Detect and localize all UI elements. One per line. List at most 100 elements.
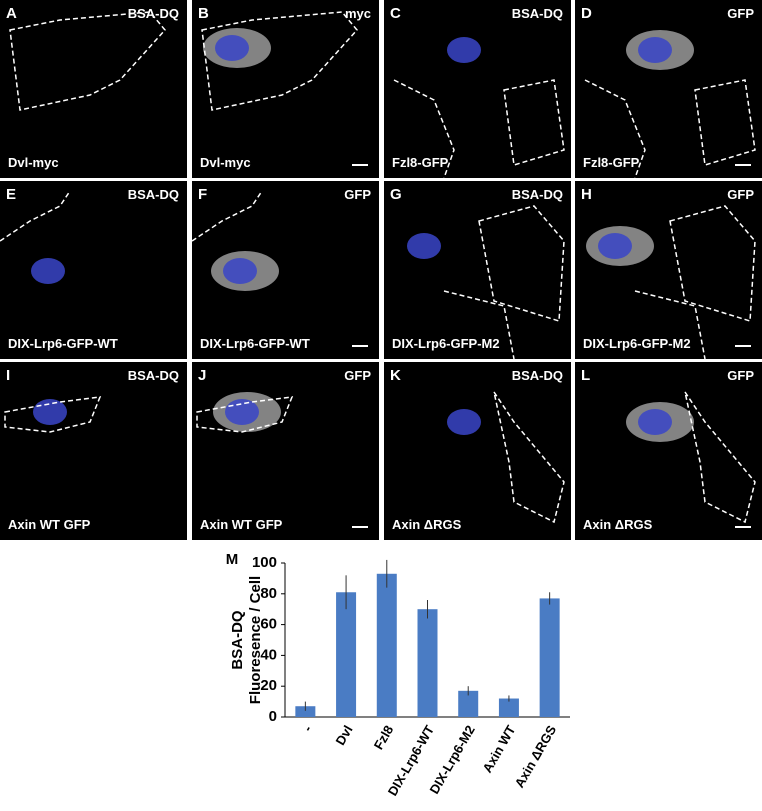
stain-label: BSA-DQ [127,6,179,21]
x-tick-label: - [300,723,315,734]
micrograph-panel: A BSA-DQ Dvl-myc [0,0,187,178]
construct-label: Fzl8-GFP [392,155,449,170]
micrograph [4,396,102,433]
x-tick-label: Axin WT [480,723,519,776]
nucleus [447,37,481,63]
micrograph-panel: H GFP DIX-Lrp6-GFP-M2 [575,181,762,359]
micrograph-panel: J GFP Axin WT GFP [192,362,379,540]
stain-label: GFP [727,368,754,383]
y-tick-label: 0 [269,708,277,725]
cell-outline [4,396,102,433]
cell-outline [196,396,294,433]
bar [539,598,560,717]
panel-letter: A [6,5,17,22]
micrograph-panel: G BSA-DQ DIX-Lrp6-GFP-M2 [384,181,571,359]
bar [376,573,397,717]
y-tick-label: 60 [260,616,277,633]
construct-label: Axin WT GFP [200,517,283,532]
construct-label: Axin WT GFP [8,517,91,532]
micrograph-panel: I BSA-DQ Axin WT GFP [0,362,187,540]
construct-label: DIX-Lrp6-GFP-M2 [583,336,691,351]
stain-label: BSA-DQ [127,187,179,202]
micrograph [447,391,565,524]
stain-label: BSA-DQ [511,187,563,202]
x-tick-label: Fzl8 [371,723,397,752]
panel-letter: J [198,367,207,384]
stain-label: BSA-DQ [511,6,563,21]
y-tick-label: 40 [260,646,277,663]
stain-label: GFP [727,6,754,21]
panel-letter: E [6,186,17,203]
micrograph [407,205,565,359]
micrograph-panel: D GFP Fzl8-GFP [575,0,762,178]
y-tick-label: 100 [252,554,277,571]
nucleus [215,35,249,61]
panel-letter: K [390,367,401,384]
micrograph [584,30,756,178]
cell-outline [0,190,71,242]
bar [336,592,357,717]
micrograph-panel: E BSA-DQ DIX-Lrp6-GFP-WT [0,181,187,359]
stain-label: GFP [344,187,371,202]
micrograph [586,205,756,359]
micrograph-panel: F GFP DIX-Lrp6-GFP-WT [192,181,379,359]
panel-letter: I [6,367,11,384]
stain-label: BSA-DQ [127,368,179,383]
micrograph [196,392,368,528]
cell-outline [493,391,565,524]
cell-outline [684,391,756,524]
nucleus [638,37,672,63]
y-axis-label: Fluoresence / Cell [247,576,264,704]
micrograph [9,11,166,111]
cell-outline [9,11,166,111]
panel-letter: C [390,5,401,22]
panel-letter: B [198,5,209,22]
nucleus [225,399,259,425]
micrograph [393,37,565,178]
construct-label: Dvl-myc [200,155,251,170]
panel-letter: H [581,186,592,203]
micrograph [192,190,368,347]
micrograph-panel: L GFP Axin ΔRGS [575,362,762,540]
x-tick-label: Dvl [333,723,356,748]
y-axis-label: BSA-DQ [229,610,246,669]
panel-letter: L [581,367,591,384]
cell-outline [634,205,756,359]
cell-outline [584,79,756,178]
nucleus [407,233,441,259]
bar [498,698,519,717]
stain-label: GFP [344,368,371,383]
panel-letter: F [198,186,208,203]
y-tick-label: 20 [260,677,277,694]
nucleus [31,258,65,284]
bar [458,690,479,717]
panel-letter: D [581,5,592,22]
panel-letter: G [390,186,402,203]
cell-outline [393,79,565,178]
cell-outline [201,11,358,111]
construct-label: DIX-Lrp6-GFP-M2 [392,336,500,351]
construct-label: DIX-Lrp6-GFP-WT [200,336,310,351]
micrograph-panel: C BSA-DQ Fzl8-GFP [384,0,571,178]
construct-label: Dvl-myc [8,155,59,170]
construct-label: Axin ΔRGS [392,517,462,532]
nucleus [598,233,632,259]
micrograph [0,190,71,284]
micrograph [626,391,756,528]
construct-label: Fzl8-GFP [583,155,640,170]
panel-letter: M [226,551,239,568]
stain-label: myc [344,6,371,21]
cell-outline [443,205,565,359]
nucleus [223,258,257,284]
nucleus [33,399,67,425]
bar [417,609,438,717]
nucleus [447,409,481,435]
stain-label: BSA-DQ [511,368,563,383]
bar [295,706,316,717]
micrograph [201,11,368,166]
construct-label: Axin ΔRGS [583,517,653,532]
x-tick-label: Axin ΔRGS [512,722,560,790]
